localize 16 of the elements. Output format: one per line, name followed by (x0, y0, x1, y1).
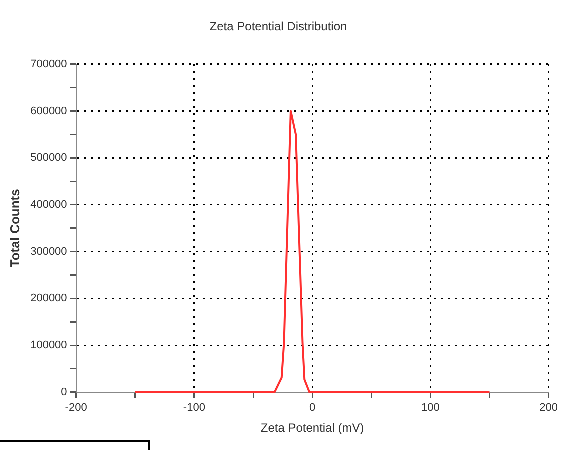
x-axis-title: Zeta Potential (mV) (260, 421, 364, 436)
y-tick-label: 700000 (30, 58, 68, 70)
y-tick-label: 100000 (30, 340, 68, 352)
y-tick-label: 200000 (30, 292, 68, 305)
x-tick-label: -100 (183, 402, 206, 414)
chart-title: Zeta Potential Distribution (210, 20, 348, 34)
x-tick-label: -200 (65, 402, 88, 414)
y-tick-label: 500000 (30, 152, 68, 164)
y-axis-title: Total Counts (7, 189, 22, 268)
x-tick-label: 200 (540, 402, 558, 414)
x-tick-label: 100 (422, 402, 440, 414)
y-tick-label: 300000 (30, 246, 68, 258)
y-tick-label: 0 (61, 386, 68, 398)
y-tick-label: 400000 (30, 199, 68, 212)
x-tick-label: 0 (310, 402, 316, 414)
y-tick-label: 600000 (30, 105, 68, 118)
